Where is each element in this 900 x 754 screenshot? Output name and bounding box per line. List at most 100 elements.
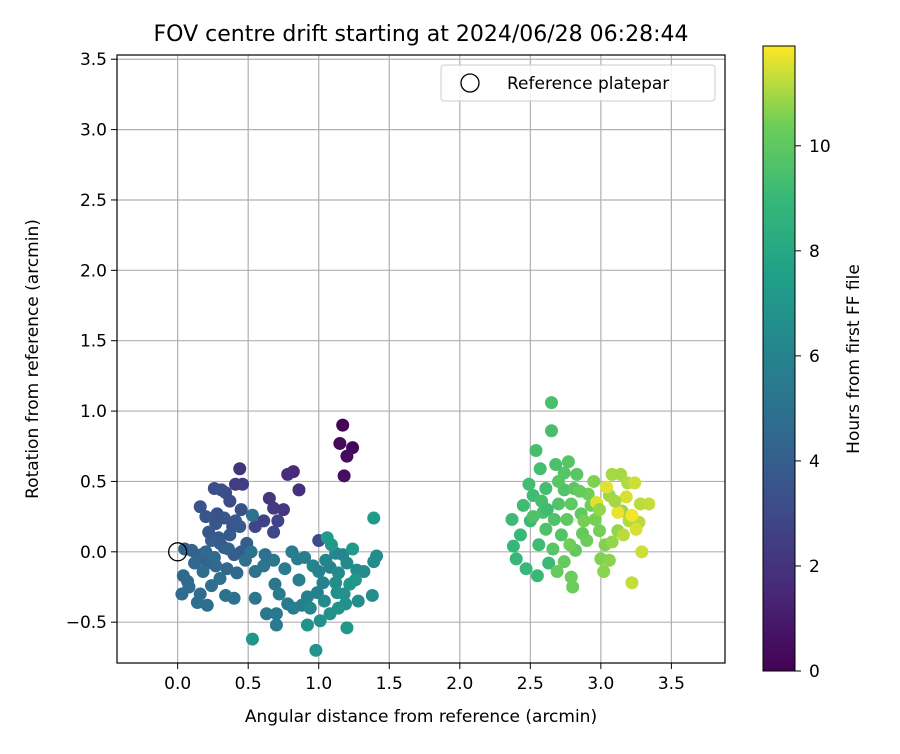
legend: Reference platepar: [440, 64, 716, 102]
data-point: [561, 455, 575, 469]
data-point: [560, 512, 574, 526]
data-point: [608, 494, 622, 508]
x-tick-label: 1.0: [305, 674, 332, 694]
data-point: [365, 588, 379, 602]
data-point: [210, 507, 224, 521]
data-point: [336, 418, 350, 432]
data-point: [196, 565, 210, 579]
data-point: [554, 528, 568, 542]
data-point: [233, 519, 247, 533]
data-point: [513, 528, 527, 542]
data-point: [557, 555, 571, 569]
data-point: [552, 497, 566, 511]
data-point: [238, 553, 252, 567]
data-point: [550, 565, 564, 579]
data-point: [300, 618, 314, 632]
data-point: [600, 480, 614, 494]
data-point: [573, 484, 587, 498]
data-point: [188, 556, 202, 570]
data-point: [577, 514, 591, 528]
data-point: [539, 522, 553, 536]
data-point: [260, 607, 274, 621]
colorbar-label: Hours from first FF file: [844, 264, 864, 454]
data-point: [258, 548, 272, 562]
data-point: [602, 553, 616, 567]
data-point: [628, 476, 642, 490]
data-point: [506, 539, 520, 553]
x-tick-label: 2.5: [517, 674, 544, 694]
data-point: [213, 572, 227, 586]
reference-marker-group: [168, 542, 188, 562]
x-tick-label: 2.0: [446, 674, 473, 694]
data-point: [340, 621, 354, 635]
y-tick-label: 2.0: [80, 261, 107, 281]
y-tick-label: 0.5: [80, 472, 107, 492]
data-point: [234, 503, 248, 517]
data-point: [245, 632, 259, 646]
data-point: [200, 598, 214, 612]
legend-entry-label: Reference platepar: [507, 74, 669, 94]
data-point: [223, 528, 237, 542]
y-tick-label: −0.5: [66, 613, 107, 633]
colorbar-tick-label: 4: [809, 452, 820, 472]
colorbar-tick-label: 8: [809, 242, 820, 262]
data-point: [605, 535, 619, 549]
data-point: [248, 519, 262, 533]
colorbar-tick-label: 6: [809, 347, 820, 367]
data-point: [564, 497, 578, 511]
plot-frame: [116, 54, 726, 664]
data-point: [199, 510, 213, 524]
data-point: [348, 573, 362, 587]
legend-box: [440, 64, 716, 102]
data-point: [317, 594, 331, 608]
data-point: [207, 550, 221, 564]
colorbar-tick-label: 2: [809, 557, 820, 577]
data-point: [245, 508, 259, 522]
data-point: [220, 562, 234, 576]
data-point: [522, 477, 536, 491]
y-tick-label: 3.5: [80, 50, 107, 70]
data-point: [549, 458, 563, 472]
data-point: [233, 462, 247, 476]
data-point: [351, 594, 365, 608]
y-axis-label: Rotation from reference (arcmin): [23, 219, 43, 499]
data-point: [271, 514, 285, 528]
colorbar-ticks: 0 2 4 6 8 10: [795, 137, 831, 682]
x-tick-label: 3.0: [587, 674, 614, 694]
data-point: [588, 512, 602, 526]
data-point: [611, 505, 625, 519]
x-axis-ticks: 0.0 0.5 1.0 1.5 2.0 2.5 3.0 3.5: [164, 663, 685, 694]
data-point: [625, 576, 639, 590]
data-point: [337, 469, 351, 483]
data-point: [635, 545, 649, 559]
data-point: [526, 510, 540, 524]
data-point: [509, 552, 523, 566]
data-point: [505, 512, 519, 526]
data-point: [303, 601, 317, 615]
data-point: [190, 595, 204, 609]
data-point: [214, 483, 228, 497]
x-tick-label: 0.0: [164, 674, 191, 694]
data-point: [331, 566, 345, 580]
colorbar-tick-label: 10: [809, 137, 831, 157]
data-point: [625, 508, 639, 522]
data-point: [597, 565, 611, 579]
data-point: [616, 528, 630, 542]
data-point: [580, 534, 594, 548]
data-point: [566, 580, 580, 594]
data-point: [544, 396, 558, 410]
data-point: [320, 531, 334, 545]
data-point: [202, 525, 216, 539]
data-point: [619, 490, 633, 504]
y-tick-label: 0.0: [80, 543, 107, 563]
reference-platepar-marker: [168, 542, 188, 562]
data-point: [248, 591, 262, 605]
x-tick-label: 1.5: [376, 674, 403, 694]
data-point: [292, 573, 306, 587]
data-point: [532, 538, 546, 552]
y-tick-label: 1.0: [80, 402, 107, 422]
data-point: [533, 462, 547, 476]
data-point: [272, 587, 286, 601]
y-tick-label: 2.5: [80, 191, 107, 211]
